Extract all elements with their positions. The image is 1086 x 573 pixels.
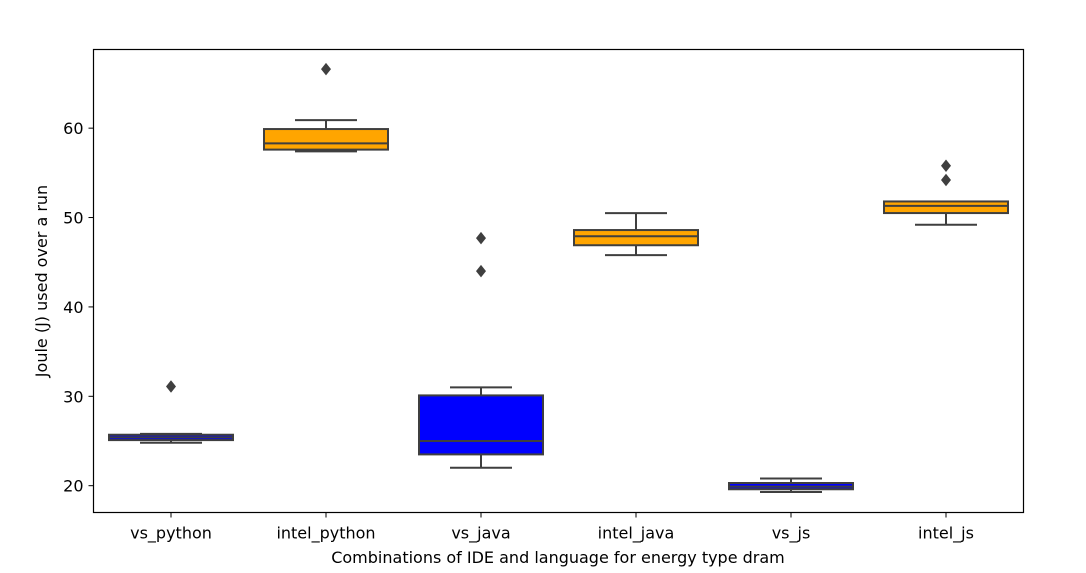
outlier-point <box>476 264 486 278</box>
plot-area <box>108 62 1009 493</box>
y-axis-ticks: 20 30 40 50 60 <box>63 119 94 496</box>
x-tick-label: intel_python <box>276 524 375 544</box>
y-tick-label: 60 <box>63 119 83 138</box>
outlier-point <box>941 173 951 187</box>
y-tick-label: 50 <box>63 209 83 228</box>
box-iqr <box>883 200 1009 215</box>
x-axis-label: Combinations of IDE and language for ene… <box>331 548 785 567</box>
x-tick-label: intel_js <box>918 524 974 544</box>
x-tick-label: vs_python <box>130 524 212 544</box>
y-axis-label: Joule (J) used over a run <box>32 185 51 378</box>
x-tick-label: intel_java <box>598 524 675 544</box>
x-tick-label: vs_java <box>451 524 510 544</box>
box-iqr <box>573 229 699 247</box>
axes-frame <box>92 48 1025 514</box>
outlier-point <box>476 231 486 245</box>
box-group-intel_java <box>573 212 699 257</box>
box-iqr <box>263 128 389 151</box>
outlier-point <box>166 380 176 393</box>
box-group-intel_js <box>883 159 1009 226</box>
outlier-point <box>941 159 951 172</box>
y-tick-label: 40 <box>63 298 83 317</box>
box-group-vs_js <box>728 477 854 493</box>
box-group-intel_python <box>263 62 389 153</box>
box-iqr <box>418 394 544 456</box>
y-tick-label: 30 <box>63 387 83 406</box>
box-group-vs_python <box>108 380 234 444</box>
y-tick-label: 20 <box>63 477 83 496</box>
x-tick-label: vs_js <box>772 524 811 544</box>
x-axis-ticks: vs_python intel_python vs_java intel_java vs… <box>130 512 974 544</box>
box-group-vs_java <box>418 231 544 469</box>
outlier-point <box>321 62 331 76</box>
